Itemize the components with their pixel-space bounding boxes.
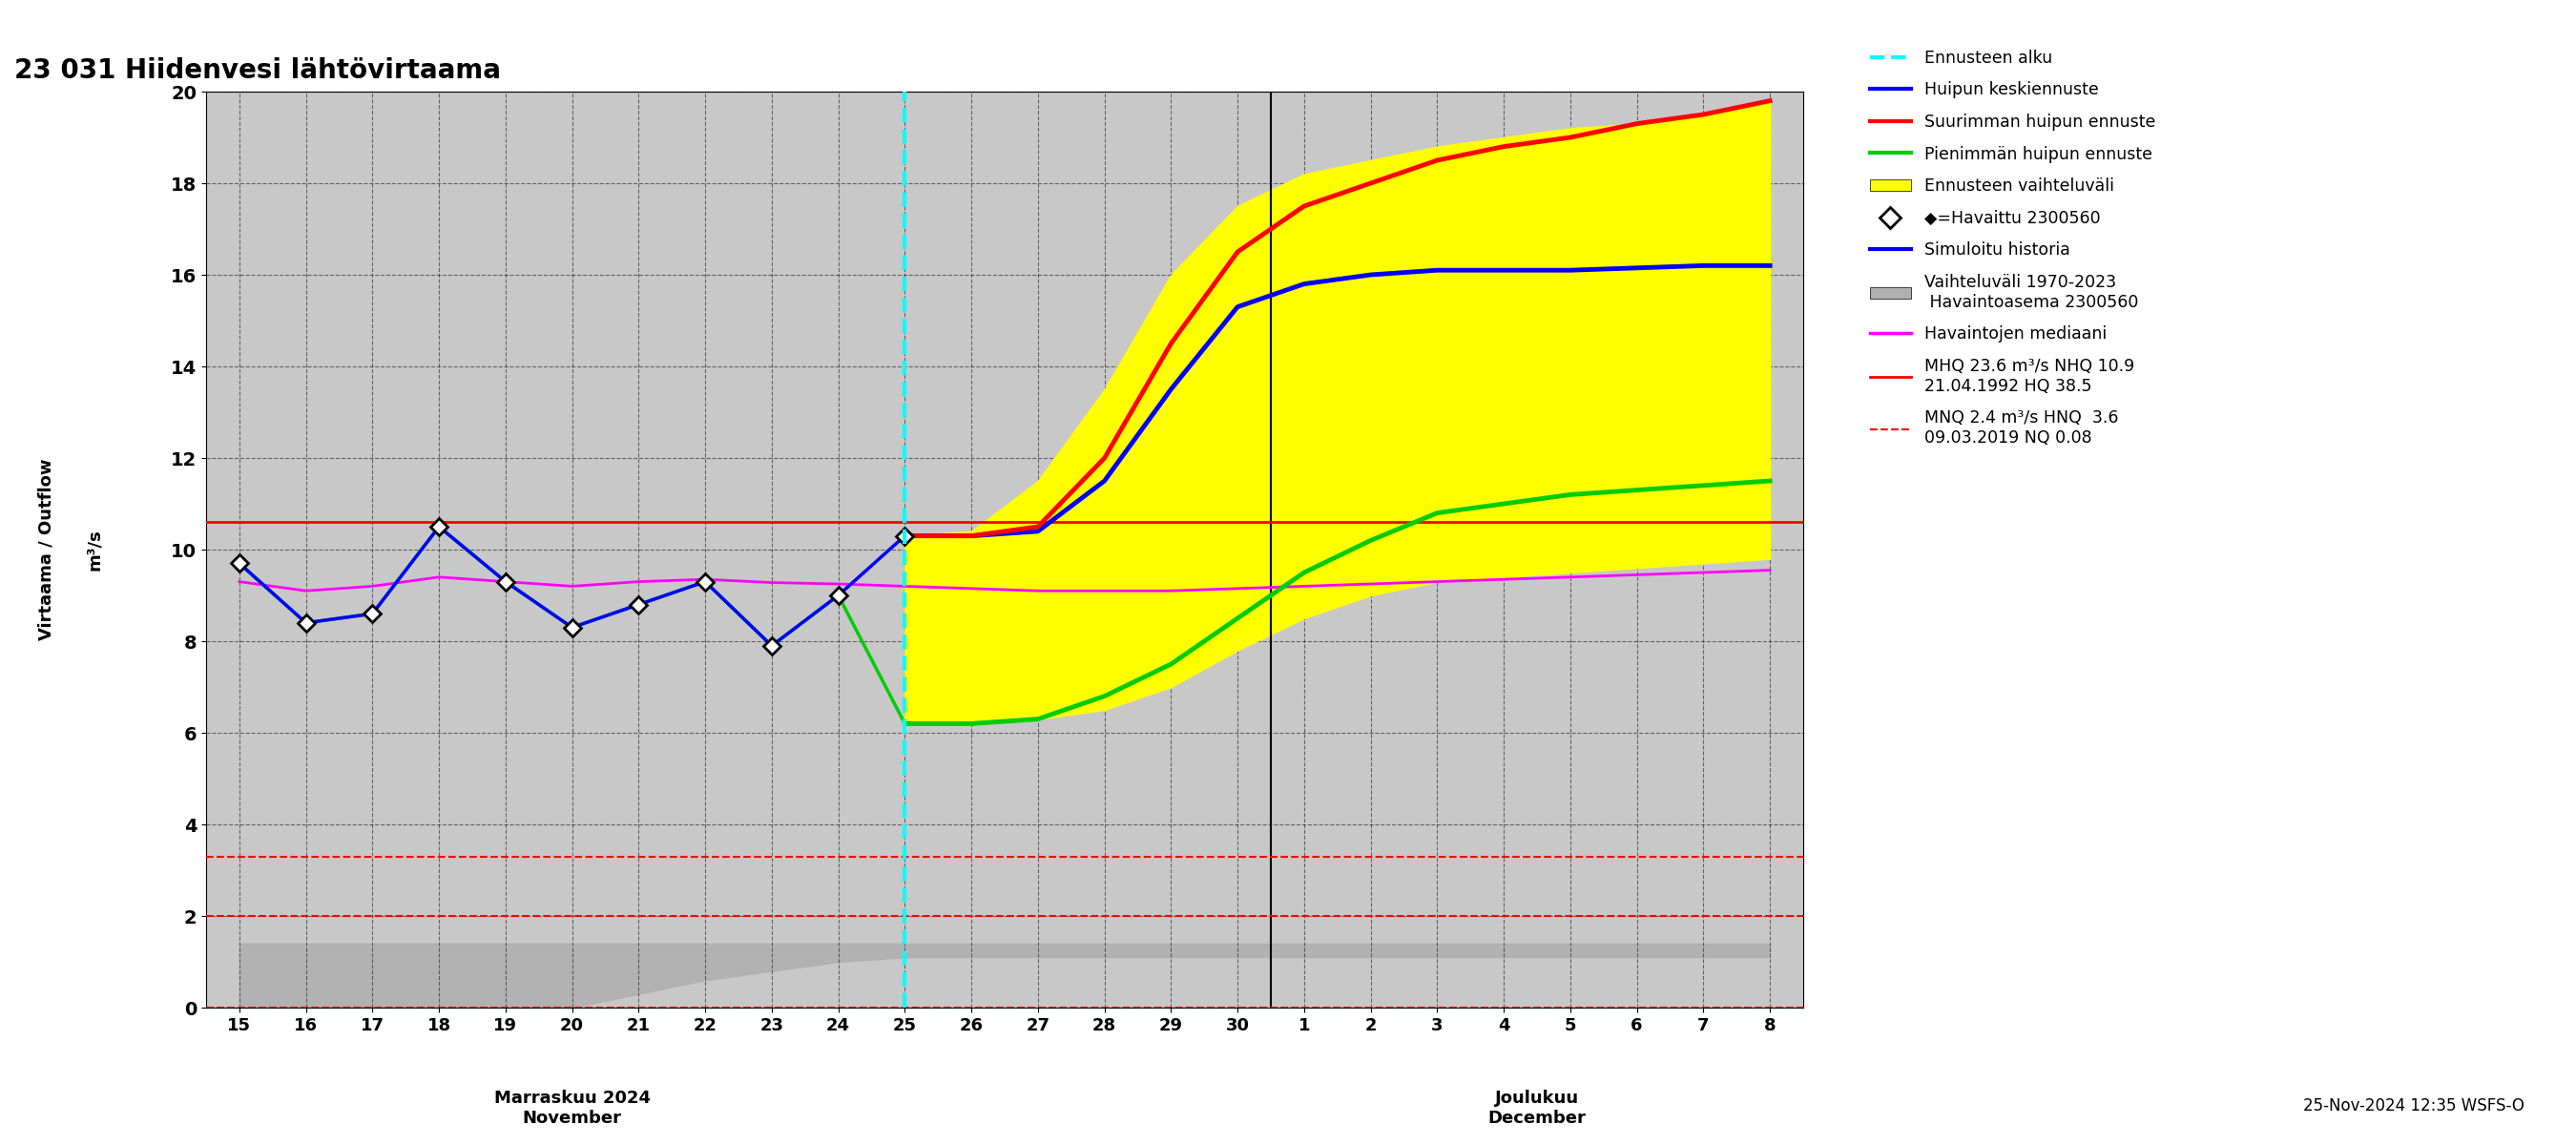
Text: m³/s: m³/s — [85, 529, 103, 570]
Text: 25-Nov-2024 12:35 WSFS-O: 25-Nov-2024 12:35 WSFS-O — [2303, 1097, 2524, 1114]
Text: Marraskuu 2024
November: Marraskuu 2024 November — [495, 1090, 649, 1127]
Text: 23 031 Hiidenvesi lähtövirtaama: 23 031 Hiidenvesi lähtövirtaama — [15, 57, 500, 84]
Legend: Ennusteen alku, Huipun keskiennuste, Suurimman huipun ennuste, Pienimmän huipun : Ennusteen alku, Huipun keskiennuste, Suu… — [1862, 42, 2161, 453]
Text: Joulukuu
December: Joulukuu December — [1489, 1090, 1587, 1127]
Text: Virtaama / Outflow: Virtaama / Outflow — [39, 459, 54, 640]
